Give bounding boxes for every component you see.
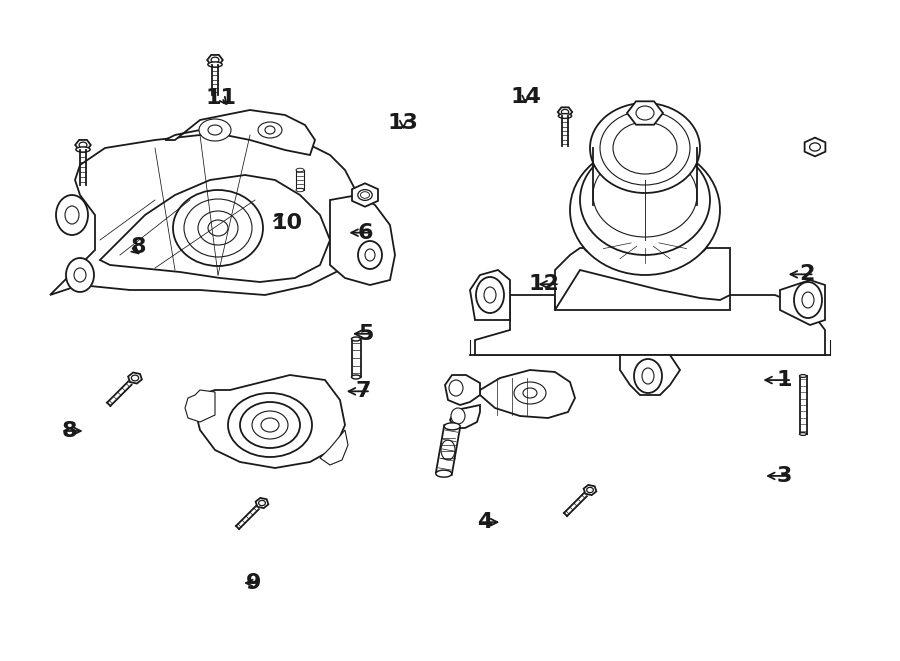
Text: 6: 6 (358, 223, 374, 243)
Polygon shape (620, 355, 680, 395)
Polygon shape (128, 373, 142, 383)
Ellipse shape (208, 62, 222, 67)
Ellipse shape (252, 411, 288, 439)
Text: 10: 10 (272, 213, 303, 233)
Ellipse shape (76, 147, 90, 152)
Ellipse shape (212, 57, 219, 63)
Ellipse shape (352, 337, 361, 341)
Ellipse shape (570, 145, 720, 275)
Polygon shape (480, 370, 575, 418)
Ellipse shape (361, 192, 370, 198)
Polygon shape (805, 137, 825, 157)
Ellipse shape (523, 388, 537, 398)
Polygon shape (100, 175, 330, 282)
Text: 8: 8 (130, 237, 146, 256)
Ellipse shape (358, 190, 373, 200)
Text: 14: 14 (510, 87, 541, 107)
Ellipse shape (258, 500, 265, 506)
Ellipse shape (184, 199, 252, 257)
Ellipse shape (208, 125, 222, 135)
Ellipse shape (65, 206, 79, 224)
Text: 3: 3 (777, 466, 792, 486)
Ellipse shape (802, 292, 814, 308)
Polygon shape (475, 295, 825, 355)
Ellipse shape (476, 277, 504, 313)
Ellipse shape (514, 382, 546, 404)
Polygon shape (558, 107, 572, 117)
Ellipse shape (636, 106, 654, 120)
Ellipse shape (799, 432, 806, 436)
Polygon shape (627, 101, 663, 125)
Ellipse shape (74, 268, 86, 282)
Text: 1: 1 (777, 370, 792, 390)
Text: 2: 2 (799, 264, 815, 284)
Ellipse shape (358, 241, 382, 269)
Ellipse shape (265, 126, 275, 134)
Text: 13: 13 (388, 113, 418, 133)
Polygon shape (165, 110, 315, 155)
Polygon shape (330, 195, 395, 285)
Ellipse shape (228, 393, 312, 457)
Ellipse shape (587, 487, 593, 492)
Ellipse shape (173, 190, 263, 266)
Ellipse shape (558, 114, 572, 118)
Ellipse shape (436, 470, 452, 477)
Ellipse shape (562, 109, 569, 114)
Polygon shape (352, 339, 361, 377)
Polygon shape (436, 425, 460, 475)
Ellipse shape (79, 142, 87, 148)
Polygon shape (296, 170, 304, 190)
Ellipse shape (484, 287, 496, 303)
Ellipse shape (799, 375, 806, 377)
Polygon shape (555, 248, 730, 310)
Polygon shape (352, 183, 378, 207)
Polygon shape (583, 485, 597, 495)
Ellipse shape (258, 122, 282, 138)
Polygon shape (445, 375, 480, 405)
Text: 9: 9 (246, 573, 261, 593)
Ellipse shape (590, 103, 700, 193)
Ellipse shape (613, 122, 677, 174)
Polygon shape (470, 270, 510, 320)
Polygon shape (185, 390, 215, 422)
Text: 7: 7 (356, 381, 371, 401)
Ellipse shape (600, 111, 690, 185)
Ellipse shape (449, 380, 463, 396)
Ellipse shape (199, 119, 231, 141)
Polygon shape (207, 55, 223, 65)
Ellipse shape (352, 375, 361, 379)
Ellipse shape (445, 423, 460, 430)
Ellipse shape (261, 418, 279, 432)
Polygon shape (780, 280, 825, 325)
Ellipse shape (451, 408, 465, 424)
Ellipse shape (794, 282, 822, 318)
Text: 8: 8 (61, 421, 76, 441)
Ellipse shape (296, 169, 304, 172)
Ellipse shape (642, 368, 654, 384)
Ellipse shape (198, 211, 238, 245)
Ellipse shape (56, 195, 88, 235)
Polygon shape (50, 130, 358, 295)
Polygon shape (76, 140, 91, 150)
Text: 4: 4 (477, 512, 492, 532)
Ellipse shape (580, 145, 710, 255)
Ellipse shape (240, 402, 300, 448)
Polygon shape (195, 375, 345, 468)
Ellipse shape (365, 249, 375, 261)
Text: 11: 11 (206, 88, 237, 108)
Ellipse shape (208, 220, 228, 236)
Ellipse shape (131, 375, 139, 381)
Ellipse shape (441, 440, 455, 460)
Ellipse shape (810, 143, 821, 151)
Text: 12: 12 (529, 274, 560, 294)
Polygon shape (320, 430, 348, 465)
Ellipse shape (634, 359, 662, 393)
Polygon shape (450, 405, 480, 428)
Ellipse shape (583, 227, 707, 263)
Ellipse shape (593, 153, 697, 237)
Ellipse shape (296, 188, 304, 192)
Polygon shape (256, 498, 268, 508)
Text: 5: 5 (358, 324, 374, 344)
Ellipse shape (66, 258, 94, 292)
